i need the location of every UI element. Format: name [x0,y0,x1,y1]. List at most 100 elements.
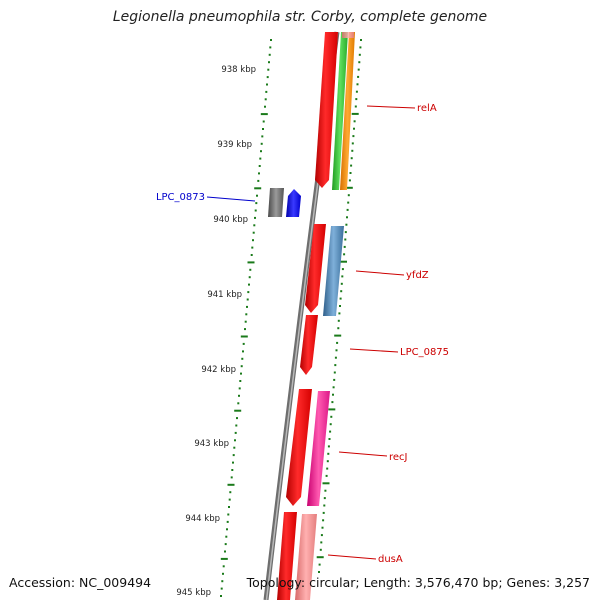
label-dusA[interactable]: dusA [378,554,403,565]
scale-minor-tick [235,424,238,427]
content-major-tick [328,408,336,411]
scale-minor-tick [262,128,264,130]
scale-minor-tick [268,53,271,56]
scale-minor-tick [262,120,265,123]
scale-major-tick [260,113,268,116]
label-LPC_0875[interactable]: LPC_0875 [400,347,449,358]
scale-minor-tick [237,402,240,405]
scale-minor-tick [255,202,258,205]
gene-red-yfdZ[interactable] [305,224,326,313]
scale-major-tick [220,557,228,560]
content-minor-tick [319,548,322,551]
label-relA[interactable]: relA [417,103,437,114]
scale-minor-tick [234,431,237,434]
gene-relA-group[interactable] [315,32,355,190]
content-minor-tick [353,120,356,123]
content-minor-tick [349,172,352,174]
leader-line-yfdZ [355,270,405,276]
scale-minor-tick [257,179,260,182]
content-minor-tick [326,460,329,463]
content-minor-tick [336,341,339,344]
gene-pink-top[interactable] [342,32,354,38]
content-minor-tick [333,371,336,374]
content-minor-tick [341,275,344,278]
content-minor-tick [343,245,346,248]
scale-minor-tick [246,305,248,308]
gene-label-recJ[interactable]: recJ [338,451,408,463]
scale-minor-tick [265,90,268,93]
gene-recJ-group[interactable] [286,389,330,506]
scale-minor-tick [256,194,258,197]
gene-label-LPC_0875[interactable]: LPC_0875 [349,347,449,358]
scale-major-tick [254,187,262,190]
content-minor-tick [354,105,357,108]
scale-minor-tick [268,61,270,64]
scale-minor-tick [232,461,234,464]
gene-blue-LPC_0873[interactable] [286,189,301,217]
scale-minor-tick [239,380,242,382]
scale-minor-tick [266,83,268,86]
scale-minor-tick [224,543,227,546]
content-minor-tick [318,571,320,573]
content-major-tick [316,556,324,559]
scale-minor-tick [258,165,261,167]
scale-minor-tick [229,491,232,494]
scale-minor-tick [250,254,253,256]
gene-dusA-group[interactable] [277,512,317,600]
gene-red-recJ[interactable] [286,389,312,506]
scale-minor-tick [224,550,226,553]
scale-label: 939 kbp [217,140,252,150]
content-minor-tick [334,364,337,367]
gene-steelblue-yfdZ[interactable] [323,226,344,316]
content-minor-tick [324,489,327,492]
gene-label-dusA[interactable]: dusA [327,554,403,565]
scale-minor-tick [253,224,256,227]
gene-LPC_0873-group[interactable] [268,188,301,217]
gene-yfdZ-group[interactable] [305,224,344,316]
gene-label-yfdZ[interactable]: yfdZ [355,270,429,281]
scale-label: 938 kbp [221,65,256,75]
scale-minor-tick [225,535,228,538]
accession-text: Accession: NC_009494 [9,575,152,590]
scale-major-tick [240,335,248,338]
scale-minor-tick [246,298,249,301]
content-minor-tick [346,208,349,211]
gene-red-dusA[interactable] [277,512,297,600]
gene-magenta-recJ[interactable] [307,391,330,506]
scale-minor-tick [266,76,269,79]
gene-gray-LPC_0873[interactable] [268,188,284,217]
scale-ticks [220,39,362,597]
label-recJ[interactable]: recJ [389,452,408,463]
label-LPC_0873[interactable]: LPC_0873 [156,192,205,203]
gene-red-relA[interactable] [315,32,338,188]
content-minor-tick [359,46,362,49]
content-minor-tick [358,53,361,56]
content-minor-tick [337,319,340,322]
scale-label: 942 kbp [201,365,236,375]
gene-green-relA[interactable] [332,32,348,190]
content-minor-tick [348,179,351,182]
content-major-tick [340,260,347,263]
content-minor-tick [360,39,362,41]
gene-label-LPC_0873[interactable]: LPC_0873 [156,192,256,203]
content-minor-tick [325,474,328,477]
content-minor-tick [333,378,336,381]
gene-orange-relA[interactable] [340,32,355,190]
scale-minor-tick [270,39,272,41]
content-minor-tick [329,423,332,426]
gene-red-LPC_0875[interactable] [300,315,318,375]
content-minor-tick [338,312,341,315]
scale-minor-tick [259,157,262,160]
scale-major-tick [234,409,242,412]
gene-label-relA[interactable]: relA [366,103,437,114]
leader-line-relA [366,105,416,109]
scale-label: 943 kbp [194,439,229,449]
scale-label: 941 kbp [207,290,242,300]
leader-line-dusA [327,554,377,560]
scale-minor-tick [260,142,263,145]
leader-line-LPC_0873 [206,196,256,202]
leader-line-recJ [338,451,388,457]
content-minor-tick [344,231,347,234]
label-yfdZ[interactable]: yfdZ [406,270,429,281]
gene-salmon-dusA[interactable] [295,514,317,600]
